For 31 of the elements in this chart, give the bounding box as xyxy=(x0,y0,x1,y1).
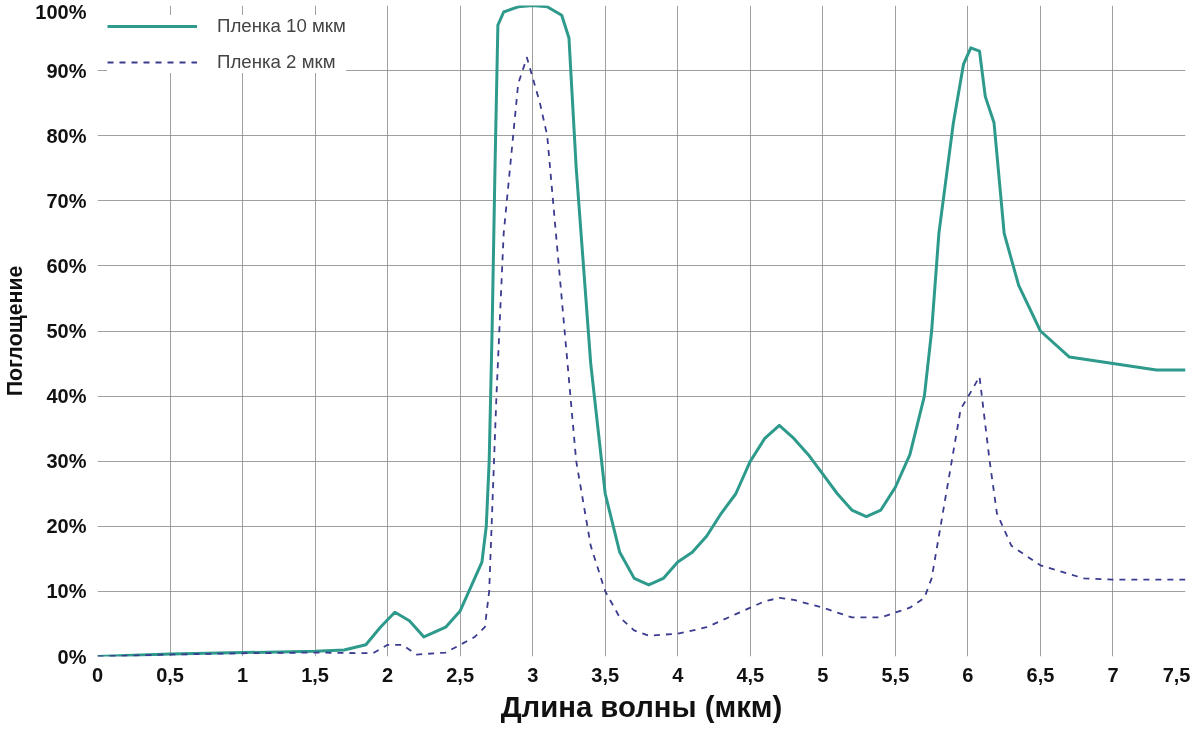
y-tick-label: 0% xyxy=(57,645,87,668)
x-tick-label: 0 xyxy=(91,663,104,686)
x-tick-label: 1 xyxy=(237,663,249,686)
y-tick-label: 80% xyxy=(46,124,87,147)
x-tick-label: 3 xyxy=(527,663,539,686)
x-tick-label: 5,5 xyxy=(881,663,910,686)
y-axis-title: Поглощение xyxy=(3,265,28,397)
x-tick-label: 4 xyxy=(672,663,685,686)
y-tick-label: 20% xyxy=(46,515,87,538)
y-tick-label: 60% xyxy=(46,254,87,277)
x-tick-label: 5 xyxy=(817,663,829,686)
x-tick-label: 2 xyxy=(382,663,394,686)
x-tick-label: 6,5 xyxy=(1026,663,1055,686)
x-tick-label: 3,5 xyxy=(591,663,620,686)
y-tick-label: 90% xyxy=(46,59,87,82)
y-tick-label: 50% xyxy=(46,320,87,342)
x-axis-title: Длина волны (мкм) xyxy=(500,689,783,723)
legend-label: Пленка 10 мкм xyxy=(217,15,346,37)
x-tick-label: 7 xyxy=(1107,663,1119,686)
y-tick-label: 10% xyxy=(46,580,87,603)
x-tick-label: 2,5 xyxy=(446,663,475,686)
y-tick-label: 70% xyxy=(46,189,87,212)
x-tick-label: 7,5 xyxy=(1162,663,1191,686)
y-tick-label: 100% xyxy=(35,0,87,23)
y-tick-label: 30% xyxy=(46,450,87,473)
x-tick-label: 1,5 xyxy=(301,663,330,686)
x-tick-label: 4,5 xyxy=(736,663,765,686)
legend-label: Пленка 2 мкм xyxy=(217,51,336,73)
x-tick-label: 6 xyxy=(962,663,974,686)
x-tick-label: 0,5 xyxy=(156,663,184,686)
y-tick-label: 40% xyxy=(46,385,87,408)
